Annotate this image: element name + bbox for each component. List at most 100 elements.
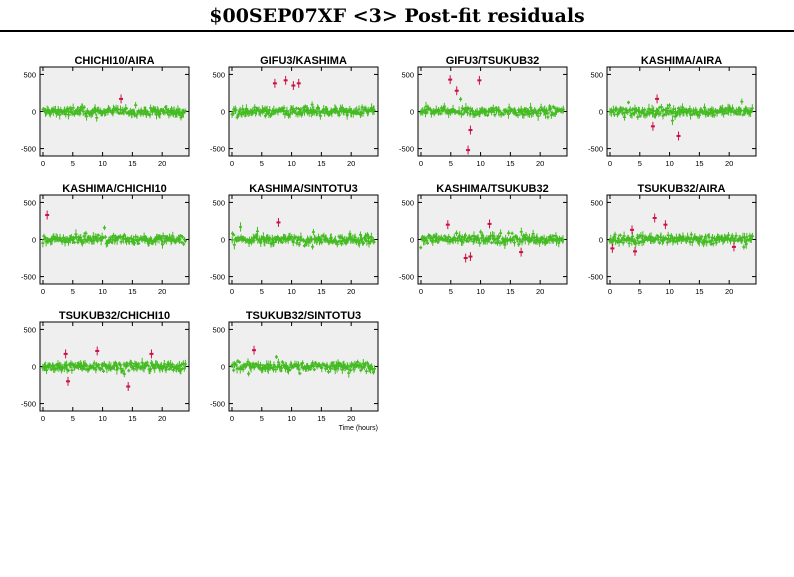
residual-points: [608, 231, 754, 250]
panel-title: KASHIMA/CHICHI10: [62, 183, 167, 195]
y-tick-label: 500: [212, 325, 225, 334]
residual-panel: TSUKUB32/CHICHI10 500 0 -500 0 5 10 15 20: [21, 310, 190, 423]
x-tick-label: 15: [506, 159, 514, 168]
panel-title: KASHIMA/TSUKUB32: [436, 183, 548, 195]
x-tick-label: 0: [230, 414, 234, 423]
residual-panel: TSUKUB32/SINTOTU3 500 0 -500 0 5 10 15 20 Time (h…: [210, 310, 379, 432]
y-tick-label: -500: [21, 400, 36, 409]
y-tick-label: -500: [21, 145, 36, 154]
residual-panel: KASHIMA/AIRA 500 0 -500 0 5 10 15 20: [588, 55, 757, 168]
y-tick-label: 0: [32, 236, 36, 245]
x-tick-label: 0: [230, 159, 234, 168]
residual-points: [41, 101, 187, 122]
y-tick-label: 0: [221, 236, 225, 245]
x-tick-label: 15: [128, 414, 136, 423]
x-tick-label: 0: [608, 159, 612, 168]
y-tick-label: 500: [23, 70, 36, 79]
x-tick-label: 10: [287, 287, 295, 296]
x-tick-label: 5: [449, 159, 453, 168]
x-tick-label: 20: [347, 287, 355, 296]
y-tick-label: 500: [212, 198, 225, 207]
title-rule: [0, 30, 794, 32]
x-tick-label: 0: [419, 287, 423, 296]
residual-points: [41, 225, 187, 249]
x-tick-label: 20: [725, 159, 733, 168]
x-tick-label: 15: [506, 287, 514, 296]
y-tick-label: -500: [588, 145, 603, 154]
y-tick-label: 0: [32, 108, 36, 117]
x-tick-label: 15: [695, 287, 703, 296]
y-tick-label: 0: [410, 108, 414, 117]
x-tick-label: 0: [41, 287, 45, 296]
x-tick-label: 0: [419, 159, 423, 168]
x-tick-label: 10: [287, 414, 295, 423]
residual-points: [419, 96, 565, 121]
y-tick-label: -500: [21, 273, 36, 282]
panel-title: KASHIMA/SINTOTU3: [249, 183, 358, 195]
panel-title: TSUKUB32/AIRA: [637, 183, 725, 195]
y-tick-label: -500: [210, 400, 225, 409]
x-tick-label: 20: [158, 414, 166, 423]
x-tick-label: 10: [287, 159, 295, 168]
x-tick-label: 10: [665, 287, 673, 296]
x-tick-label: 5: [71, 414, 75, 423]
x-tick-label: 20: [347, 159, 355, 168]
residual-points: [608, 98, 754, 126]
x-tick-label: 5: [449, 287, 453, 296]
x-tick-label: 0: [41, 414, 45, 423]
residual-panel: CHICHI10/AIRA 500 0 -500 0 5 10 15 20: [21, 55, 190, 168]
x-tick-label: 20: [158, 159, 166, 168]
panel-title: KASHIMA/AIRA: [641, 55, 722, 67]
y-tick-label: 500: [212, 70, 225, 79]
x-tick-label: 15: [317, 159, 325, 168]
residual-panel: GIFU3/TSUKUB32 500 0 -500 0 5 10 15 20: [399, 55, 568, 168]
y-tick-label: 500: [23, 325, 36, 334]
x-tick-label: 5: [260, 414, 264, 423]
y-tick-label: 0: [410, 236, 414, 245]
residual-points: [41, 357, 187, 378]
residual-panel: KASHIMA/CHICHI10 500 0 -500 0 5 10 15 20: [21, 183, 190, 296]
y-tick-label: 500: [590, 70, 603, 79]
x-tick-label: 15: [317, 287, 325, 296]
y-tick-label: -500: [210, 145, 225, 154]
x-tick-label: 5: [71, 287, 75, 296]
x-tick-label: 5: [71, 159, 75, 168]
x-tick-label: 15: [317, 414, 325, 423]
y-tick-label: -500: [588, 273, 603, 282]
residual-points: [230, 354, 376, 378]
y-tick-label: 500: [401, 198, 414, 207]
residual-points: [230, 101, 376, 120]
x-tick-label: 10: [98, 159, 106, 168]
y-tick-label: 500: [401, 70, 414, 79]
x-tick-label: 15: [695, 159, 703, 168]
x-tick-label: 20: [158, 287, 166, 296]
x-tick-label: 10: [476, 159, 484, 168]
panel-title: CHICHI10/AIRA: [74, 55, 154, 67]
y-tick-label: 500: [23, 198, 36, 207]
x-tick-label: 20: [347, 414, 355, 423]
x-tick-label: 0: [230, 287, 234, 296]
x-tick-label: 5: [638, 159, 642, 168]
residual-points: [419, 227, 565, 250]
x-tick-label: 10: [98, 287, 106, 296]
panel-title: GIFU3/TSUKUB32: [446, 55, 540, 67]
panel-title: TSUKUB32/SINTOTU3: [246, 310, 361, 322]
y-tick-label: 500: [590, 198, 603, 207]
x-tick-label: 10: [665, 159, 673, 168]
x-axis-label: Time (hours): [339, 425, 378, 432]
x-tick-label: 20: [536, 287, 544, 296]
x-tick-label: 20: [536, 159, 544, 168]
y-tick-label: 0: [599, 236, 603, 245]
panel-title: TSUKUB32/CHICHI10: [59, 310, 170, 322]
residual-points: [230, 222, 376, 250]
x-tick-label: 0: [608, 287, 612, 296]
x-tick-label: 0: [41, 159, 45, 168]
y-tick-label: 0: [599, 108, 603, 117]
y-tick-label: 0: [221, 108, 225, 117]
panel-title: GIFU3/KASHIMA: [260, 55, 347, 67]
y-tick-label: 0: [32, 363, 36, 372]
page-title: $00SEP07XF <3> Post-fit residuals: [209, 5, 585, 27]
y-tick-label: -500: [399, 145, 414, 154]
y-tick-label: -500: [210, 273, 225, 282]
